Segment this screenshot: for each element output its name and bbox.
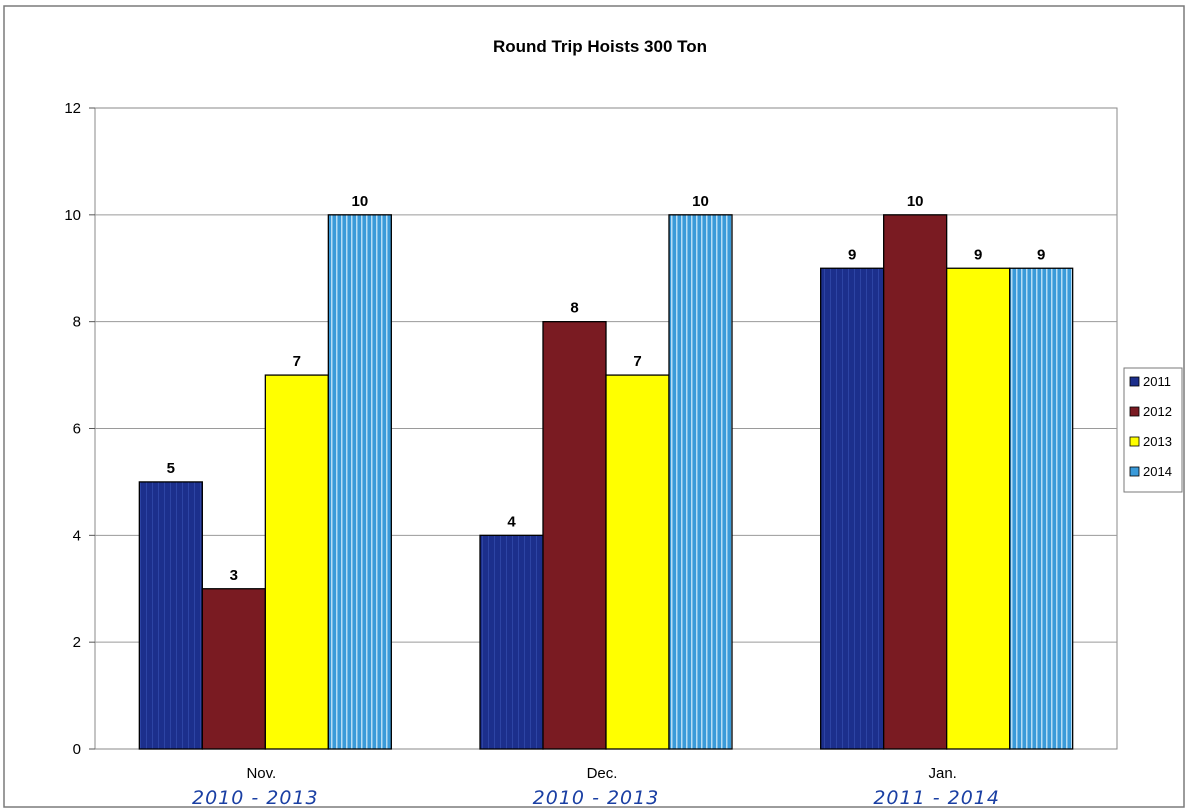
y-tick-label: 6: [73, 421, 81, 438]
legend-label: 2011: [1143, 374, 1171, 389]
bar-2012-0: [201, 588, 266, 750]
data-label: 5: [167, 460, 175, 477]
bar-2011-1: [479, 534, 544, 750]
y-axis-ticks: 0 2 4 6 8 10 12: [64, 100, 95, 758]
legend-swatch-2012: [1129, 406, 1140, 417]
legend-swatch-2013: [1129, 436, 1140, 447]
bars: [138, 214, 1074, 750]
legend-swatch-2014: [1129, 466, 1140, 477]
bar-2013-0: [264, 374, 329, 750]
data-label: 7: [293, 353, 301, 370]
bar-2014-0: [327, 214, 392, 750]
bar-2011-0: [138, 481, 203, 750]
y-tick-label: 12: [64, 100, 81, 117]
data-labels: 5 4 9 3 8 10 7 7 9 10 10 9: [167, 193, 1046, 584]
x-category-label: Dec.: [587, 765, 618, 782]
bar-2013-2: [946, 267, 1011, 750]
legend-label: 2013: [1143, 434, 1172, 449]
y-tick-label: 8: [73, 314, 81, 331]
data-label: 9: [1037, 246, 1045, 263]
x-category-label: Jan.: [928, 765, 956, 782]
handwritten-year-note: 2011 - 2014: [873, 787, 1000, 809]
legend-label: 2012: [1143, 404, 1172, 419]
y-tick-label: 0: [73, 741, 81, 758]
y-tick-label: 4: [73, 527, 81, 544]
data-label: 8: [570, 300, 578, 317]
legend: 2011 2012 2013 2014: [1123, 367, 1183, 493]
chart-title: Round Trip Hoists 300 Ton: [493, 37, 707, 56]
bar-2012-1: [542, 321, 607, 750]
y-tick-label: 10: [64, 207, 81, 224]
bar-2014-1: [668, 214, 733, 750]
data-label: 3: [230, 567, 238, 584]
bar-2013-1: [605, 374, 670, 750]
data-label: 10: [351, 193, 368, 210]
bar-2011-2: [820, 267, 885, 750]
x-category-label: Nov.: [246, 765, 276, 782]
bar-2014-2: [1009, 267, 1074, 750]
handwritten-year-note: 2010 - 2013: [533, 787, 660, 809]
legend-label: 2014: [1143, 464, 1172, 479]
data-label: 7: [633, 353, 641, 370]
data-label: 4: [507, 513, 516, 530]
data-label: 9: [848, 246, 856, 263]
data-label: 10: [907, 193, 924, 210]
handwritten-year-note: 2010 - 2013: [192, 787, 319, 809]
data-label: 10: [692, 193, 709, 210]
x-axis-categories: Nov. 2010 - 2013 Dec. 2010 - 2013 Jan. 2011 -…: [192, 765, 1000, 809]
y-tick-label: 2: [73, 634, 81, 651]
legend-swatch-2011: [1129, 376, 1140, 387]
data-label: 9: [974, 246, 982, 263]
bar-2012-2: [883, 214, 948, 750]
